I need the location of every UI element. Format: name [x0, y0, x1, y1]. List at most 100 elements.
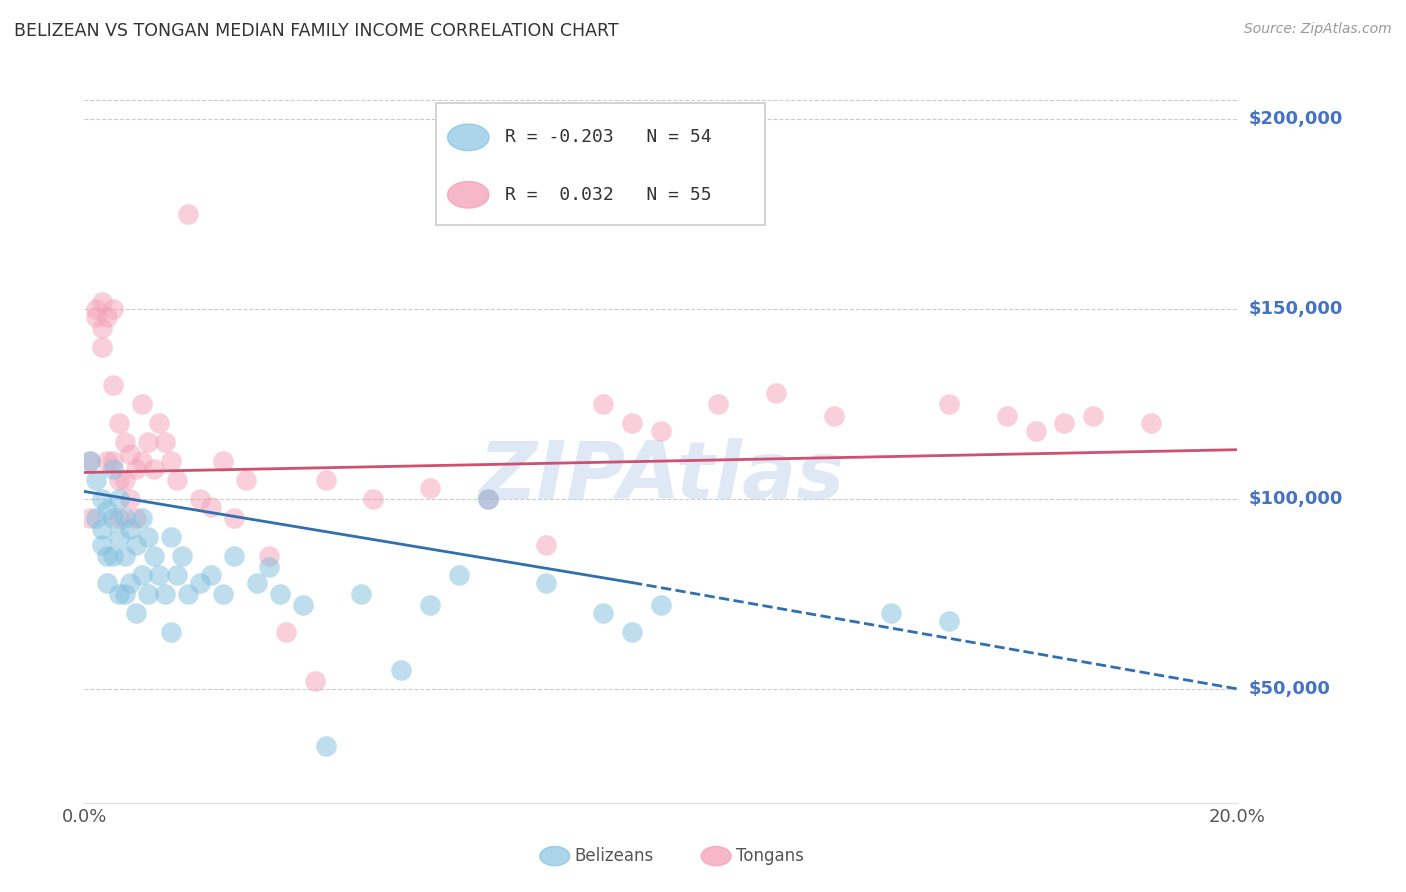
Point: [235, 473, 257, 487]
Point: [160, 624, 183, 639]
Point: [84, 310, 107, 324]
Point: [765, 385, 787, 400]
Point: [160, 530, 183, 544]
Point: [108, 491, 131, 506]
Text: Belizeans: Belizeans: [575, 847, 654, 865]
Point: [90, 491, 112, 506]
Point: [108, 416, 131, 430]
Text: R = -0.203   N = 54: R = -0.203 N = 54: [505, 128, 711, 146]
Point: [103, 461, 124, 475]
Text: $100,000: $100,000: [1249, 490, 1343, 508]
Text: Source: ZipAtlas.com: Source: ZipAtlas.com: [1244, 22, 1392, 37]
Point: [350, 587, 373, 601]
Point: [125, 538, 148, 552]
Point: [114, 435, 136, 450]
Point: [153, 435, 176, 450]
Point: [621, 416, 644, 430]
Point: [650, 424, 672, 438]
Point: [114, 473, 136, 487]
Circle shape: [702, 847, 731, 866]
Point: [211, 454, 233, 468]
Point: [938, 614, 960, 628]
Point: [1025, 424, 1047, 438]
Point: [136, 435, 159, 450]
Point: [90, 340, 112, 354]
Point: [90, 321, 112, 335]
Point: [188, 575, 211, 590]
Circle shape: [447, 181, 489, 208]
Point: [391, 663, 413, 677]
Point: [142, 549, 165, 563]
Point: [200, 568, 222, 582]
Point: [84, 511, 107, 525]
Point: [534, 538, 557, 552]
Point: [621, 624, 644, 639]
Point: [108, 511, 131, 525]
Circle shape: [447, 124, 489, 151]
Point: [103, 511, 124, 525]
Point: [114, 511, 136, 525]
Point: [449, 568, 471, 582]
Point: [96, 310, 118, 324]
Point: [79, 511, 101, 525]
Point: [96, 549, 118, 563]
Point: [79, 454, 101, 468]
Point: [103, 454, 124, 468]
Point: [257, 549, 280, 563]
Point: [84, 302, 107, 317]
Point: [120, 491, 142, 506]
Point: [292, 599, 315, 613]
Point: [103, 378, 124, 392]
Point: [224, 549, 246, 563]
Point: [131, 568, 153, 582]
Point: [1140, 416, 1163, 430]
Point: [125, 461, 148, 475]
Point: [269, 587, 291, 601]
Point: [103, 302, 124, 317]
Point: [257, 560, 280, 574]
Point: [823, 409, 845, 423]
Text: $150,000: $150,000: [1249, 301, 1343, 318]
FancyBboxPatch shape: [436, 103, 765, 226]
Point: [96, 575, 118, 590]
Point: [276, 624, 298, 639]
Point: [419, 481, 441, 495]
Point: [361, 491, 384, 506]
Point: [315, 473, 337, 487]
Point: [120, 523, 142, 537]
Point: [108, 530, 131, 544]
Point: [534, 575, 557, 590]
Point: [304, 674, 326, 689]
Point: [166, 568, 188, 582]
Point: [177, 587, 200, 601]
Point: [419, 599, 441, 613]
Point: [707, 397, 730, 411]
Point: [938, 397, 960, 411]
Point: [148, 416, 170, 430]
Point: [246, 575, 269, 590]
Point: [142, 461, 165, 475]
Point: [477, 491, 499, 506]
Point: [108, 587, 131, 601]
Point: [120, 575, 142, 590]
Point: [136, 530, 159, 544]
Text: $200,000: $200,000: [1249, 111, 1343, 128]
Point: [90, 538, 112, 552]
Point: [177, 207, 200, 221]
Point: [172, 549, 194, 563]
Text: $50,000: $50,000: [1249, 680, 1330, 698]
Text: BELIZEAN VS TONGAN MEDIAN FAMILY INCOME CORRELATION CHART: BELIZEAN VS TONGAN MEDIAN FAMILY INCOME …: [14, 22, 619, 40]
Point: [1083, 409, 1105, 423]
Point: [477, 491, 499, 506]
Point: [211, 587, 233, 601]
Point: [131, 511, 153, 525]
Text: R =  0.032   N = 55: R = 0.032 N = 55: [505, 186, 711, 203]
Point: [153, 587, 176, 601]
Point: [1053, 416, 1076, 430]
Point: [103, 549, 124, 563]
Point: [160, 454, 183, 468]
Point: [995, 409, 1018, 423]
Point: [120, 446, 142, 460]
Point: [224, 511, 246, 525]
Point: [84, 473, 107, 487]
